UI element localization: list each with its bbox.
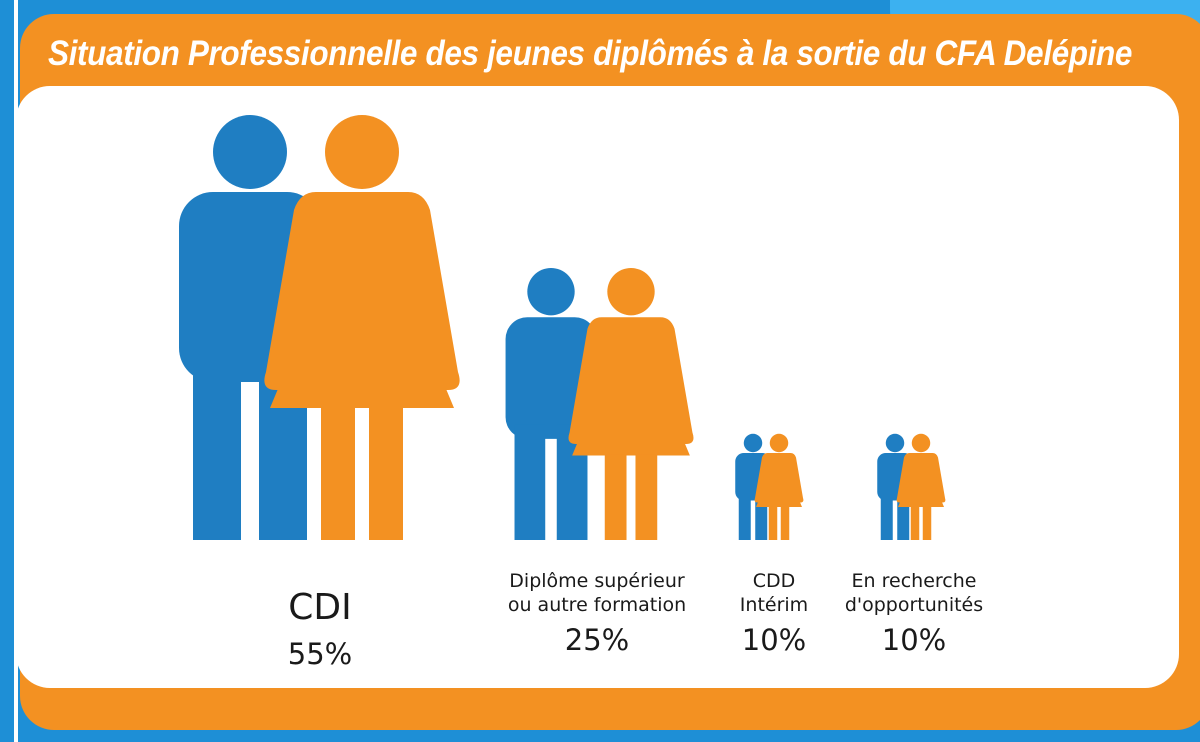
cdi-figures bbox=[179, 115, 460, 540]
cdd-name-line1: CDD bbox=[752, 570, 796, 592]
recherche-figures bbox=[877, 433, 946, 540]
recherche-percent: 10% bbox=[881, 622, 947, 657]
chart-title: Situation Professionnelle des jeunes dip… bbox=[48, 34, 1133, 73]
cdd-name-line2: Intérim bbox=[739, 593, 809, 616]
diplome-name-line2: ou autre formation bbox=[507, 593, 687, 616]
cdi-name: CDI bbox=[288, 587, 352, 628]
cdi-percent: 55% bbox=[287, 637, 353, 671]
recherche-label: En recherche d'opportunités 10% bbox=[818, 570, 1010, 658]
cdd-percent: 10% bbox=[741, 622, 807, 657]
diplome-name-line1: Diplôme supérieur bbox=[509, 570, 685, 592]
recherche-name-line1: En recherche bbox=[851, 570, 977, 592]
cdd-label: CDD Intérim 10% bbox=[722, 570, 826, 658]
cdd-figures bbox=[735, 433, 804, 540]
cdi-label: CDI 55% bbox=[230, 585, 410, 672]
diplome-label: Diplôme supérieur ou autre formation 25% bbox=[472, 570, 722, 658]
recherche-name-line2: d'opportunités bbox=[844, 593, 984, 616]
diplome-percent: 25% bbox=[564, 622, 630, 657]
diplome-figures bbox=[505, 267, 694, 540]
